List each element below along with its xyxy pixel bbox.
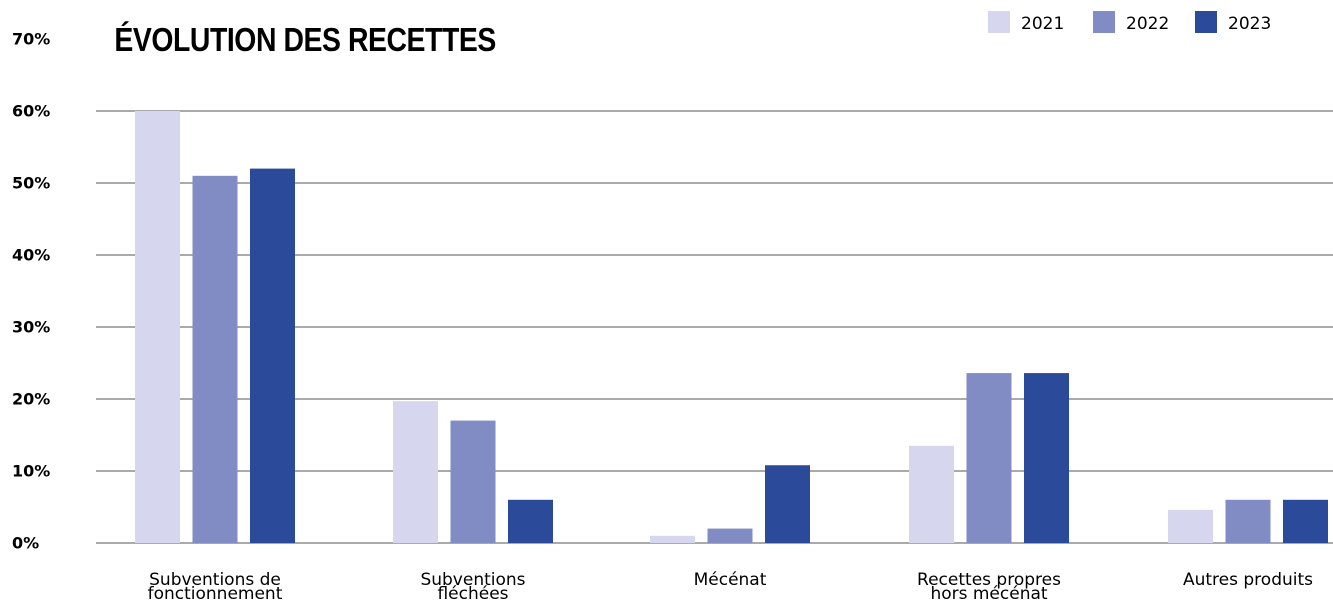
bar-2022 [450, 420, 496, 543]
bar-2022 [192, 175, 238, 544]
bar-2021 [1168, 509, 1213, 543]
x-tick-label: Recettes propres [917, 570, 1061, 590]
y-tick-label: 60% [12, 102, 50, 121]
bars [135, 111, 1328, 544]
bar-2023 [1024, 373, 1069, 543]
bar-2022 [707, 528, 753, 543]
chart-title: ÉVOLUTION DES RECETTES [114, 21, 495, 59]
legend-swatch-2023 [1195, 11, 1217, 33]
gridlines [96, 110, 1333, 544]
bar-2022 [966, 373, 1012, 543]
legend-swatch-2022 [1093, 11, 1115, 33]
y-tick-label: 10% [12, 462, 50, 481]
bar-2023 [508, 499, 553, 543]
legend-label-2021: 2021 [1021, 14, 1064, 34]
x-tick-label: fléchées [437, 584, 508, 604]
y-axis-ticks: 0% 10% 20% 30% 40% 50% 60% 70% [12, 30, 50, 553]
legend: 2021 2022 2023 [988, 11, 1271, 34]
x-tick-label: hors mécénat [930, 584, 1047, 604]
x-tick-label: fonctionnement [148, 584, 283, 604]
bar-2023 [1283, 499, 1328, 543]
y-tick-label: 40% [12, 246, 50, 265]
y-tick-label: 30% [12, 318, 50, 337]
bar-2023 [250, 168, 295, 543]
x-tick-label: Subventions [420, 570, 525, 590]
y-tick-label: 50% [12, 174, 50, 193]
y-tick-label: 0% [12, 534, 39, 553]
x-tick-label: Subventions de [149, 570, 281, 590]
x-tick-label: Mécénat [694, 570, 767, 590]
bar-2023 [765, 465, 810, 543]
x-tick-label: Autres produits [1183, 570, 1313, 590]
bar-2021 [650, 535, 695, 543]
bar-2021 [135, 111, 180, 543]
bar-2022 [1225, 499, 1271, 543]
legend-swatch-2021 [988, 11, 1010, 33]
legend-label-2023: 2023 [1228, 14, 1271, 34]
bar-2021 [393, 401, 438, 543]
y-tick-label: 70% [12, 30, 50, 49]
legend-label-2022: 2022 [1126, 14, 1169, 34]
y-tick-label: 20% [12, 390, 50, 409]
bar-2021 [909, 445, 954, 543]
